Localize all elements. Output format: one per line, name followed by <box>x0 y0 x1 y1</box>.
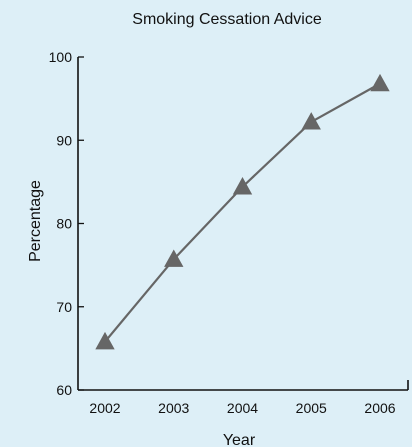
x-tick-label: 2003 <box>158 400 189 416</box>
x-tick-label: 2006 <box>364 400 395 416</box>
y-tick-label: 70 <box>56 299 72 315</box>
x-tick-label: 2004 <box>227 400 258 416</box>
triangle-data-point <box>95 331 115 350</box>
triangle-data-point <box>301 112 321 130</box>
x-axis-title: Year <box>223 432 256 447</box>
y-tick-label: 60 <box>56 382 72 398</box>
triangle-data-point <box>232 177 253 195</box>
axes <box>77 57 409 391</box>
series-line <box>103 82 382 343</box>
triangle-data-point <box>164 249 184 267</box>
y-tick-label: 80 <box>56 216 72 232</box>
y-axis-title: Percentage <box>27 180 44 262</box>
x-tick-label: 2005 <box>296 400 327 416</box>
chart-title: Smoking Cessation Advice <box>132 11 322 28</box>
x-axis-ticks: 2002 2003 2004 2005 2006 <box>89 400 395 416</box>
y-tick-label: 100 <box>49 49 73 65</box>
x-tick-label: 2002 <box>89 400 120 416</box>
y-axis-ticks: 60 70 80 90 100 <box>49 49 84 398</box>
y-tick-label: 90 <box>56 132 72 148</box>
series-group <box>95 73 390 350</box>
triangle-data-point <box>370 73 390 92</box>
